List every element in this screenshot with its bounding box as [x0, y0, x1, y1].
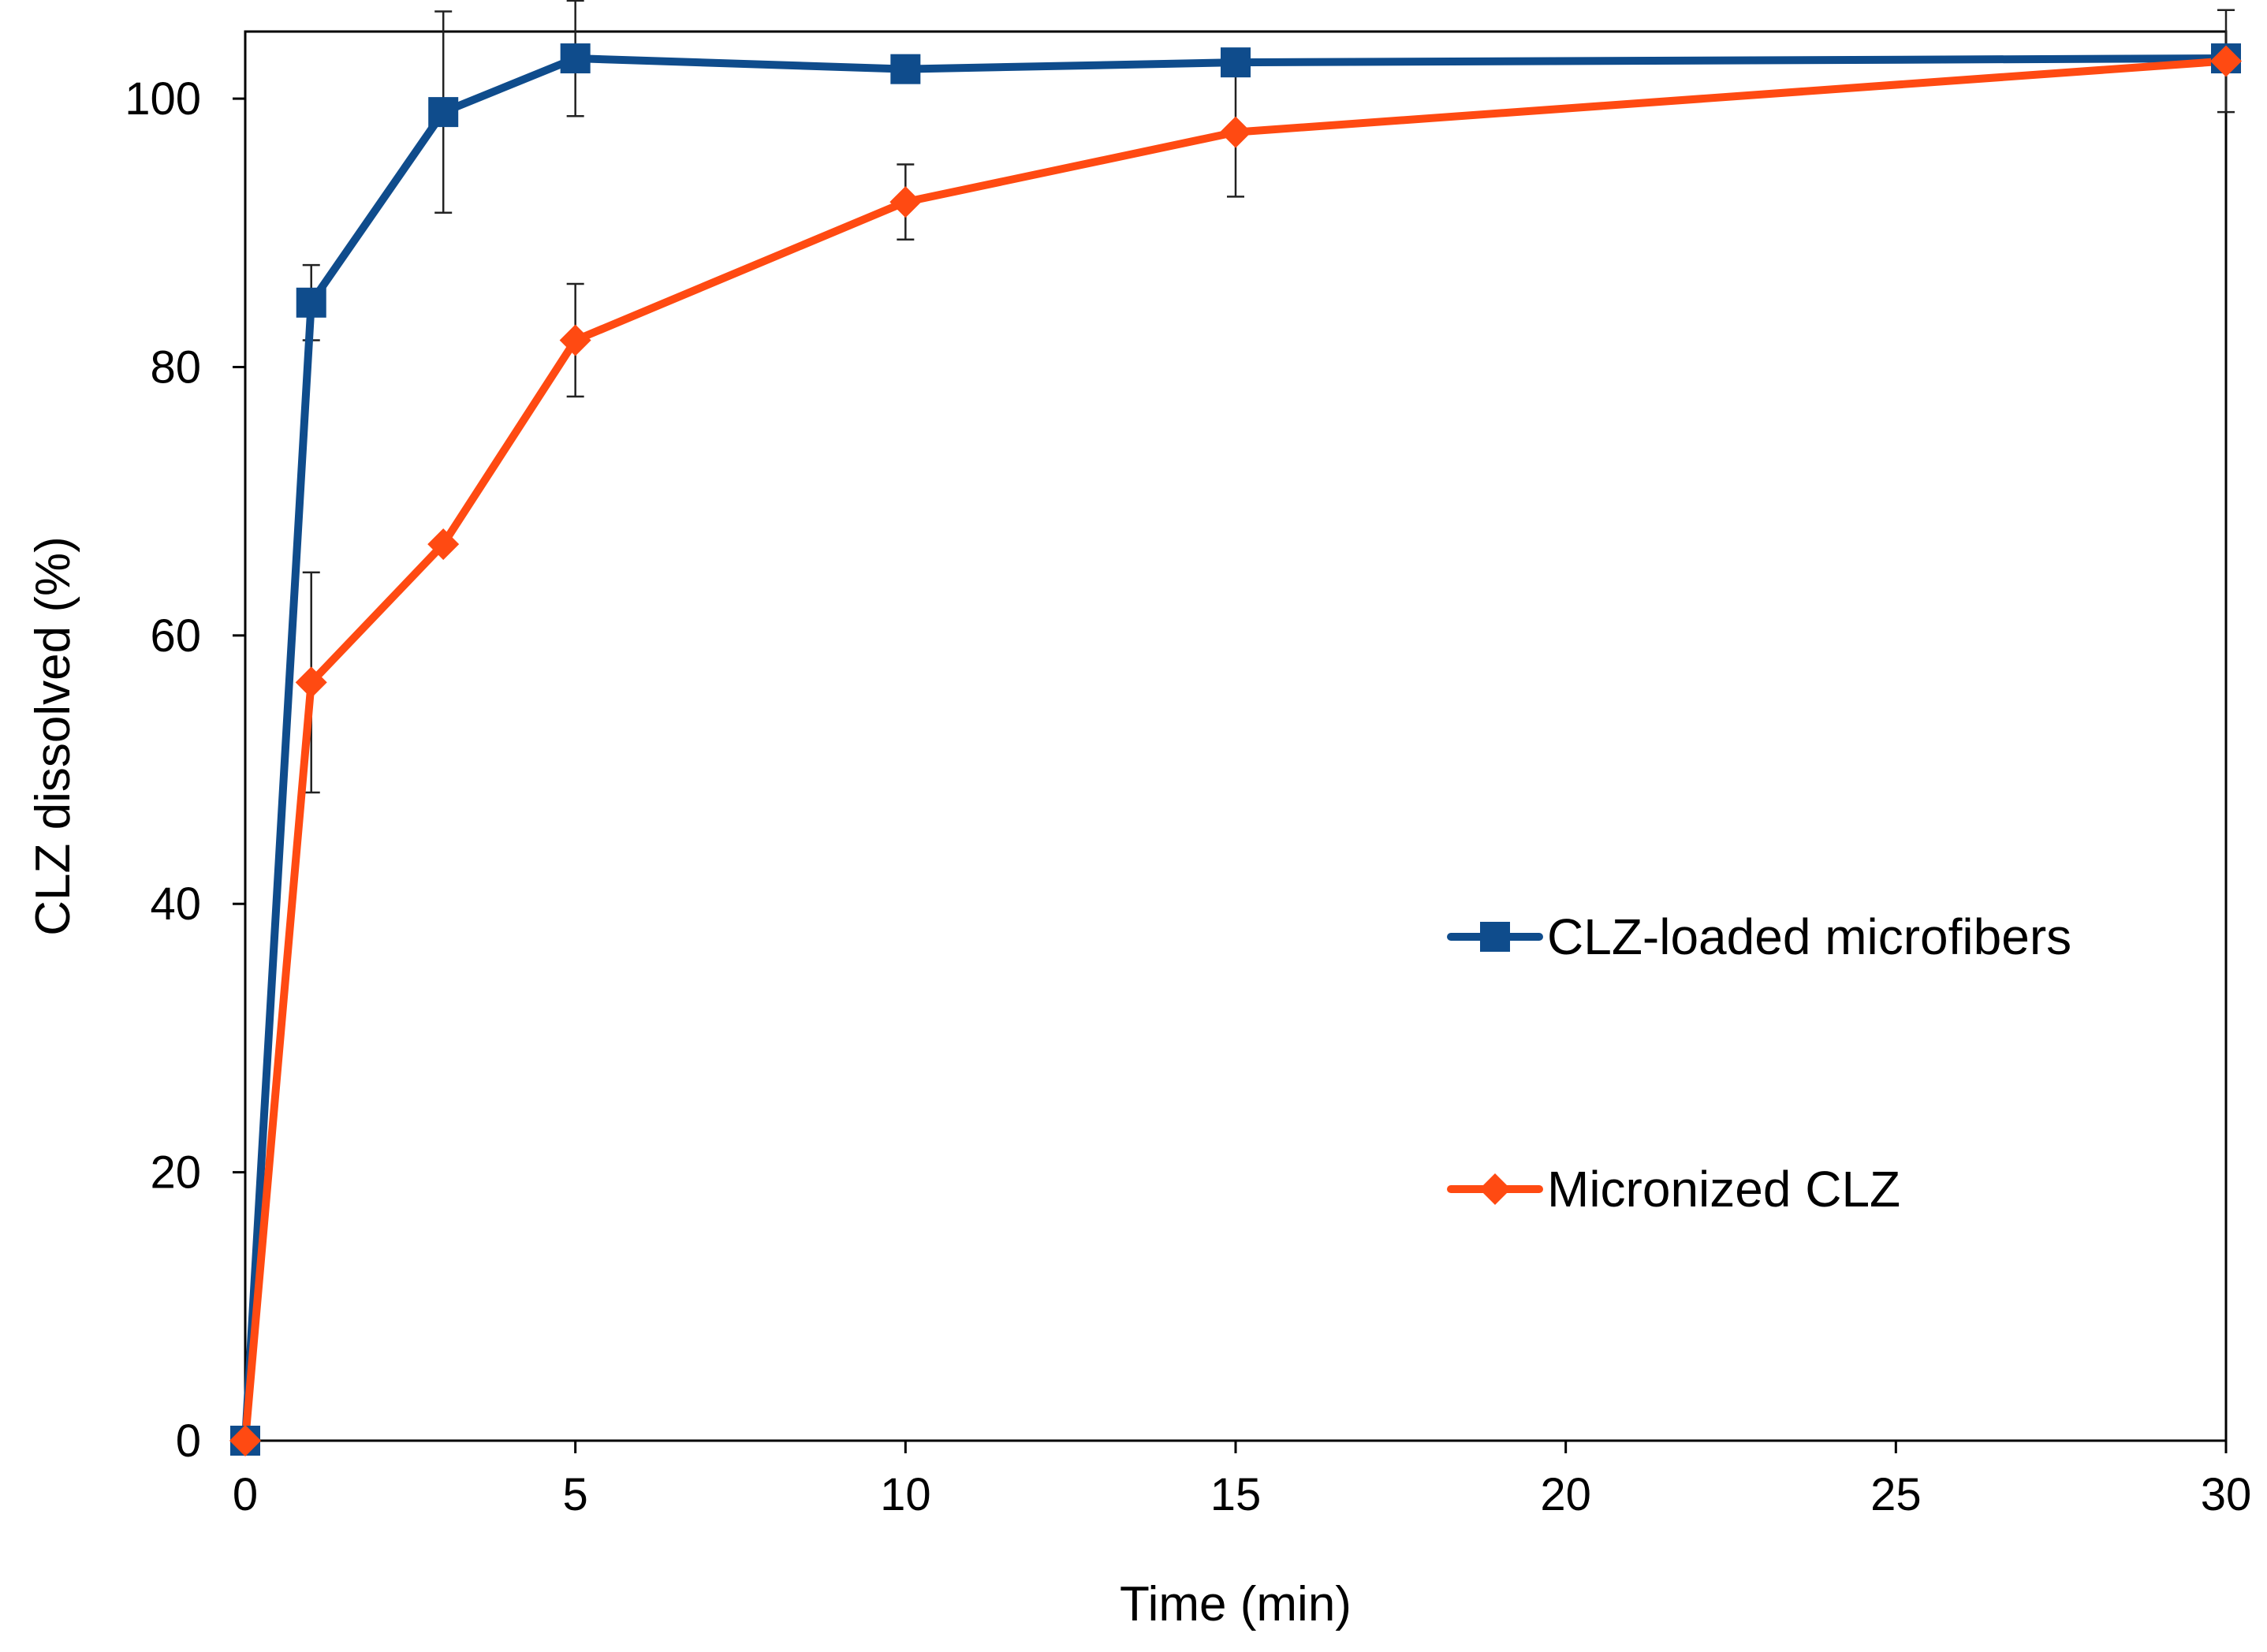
- y-tick-label: 80: [150, 341, 201, 393]
- x-tick-label: 0: [233, 1469, 258, 1520]
- x-tick-label: 30: [2201, 1469, 2252, 1520]
- plot-area: [244, 30, 2228, 1442]
- y-tick-label: 20: [150, 1147, 201, 1199]
- data-point-micronized-clz: [427, 528, 460, 561]
- legend: CLZ-loaded microfibers Micronized CLZ: [1447, 908, 2071, 1218]
- error-bars: [302, 0, 2235, 794]
- x-tick-label: 15: [1210, 1469, 1262, 1520]
- series-lines: [241, 54, 2230, 1445]
- plot-frame: [244, 30, 2228, 1442]
- legend-marker-micronized-clz: [1479, 1173, 1511, 1205]
- data-point-micronized-clz: [1220, 116, 1251, 148]
- data-point-clz-loaded-microfibers: [890, 54, 921, 84]
- x-axis: 0 5 10 15 20 25 30: [233, 1441, 2251, 1520]
- data-point-micronized-clz: [559, 324, 591, 356]
- legend-label-micronized-clz: Micronized CLZ: [1547, 1161, 1900, 1218]
- data-point-clz-loaded-microfibers: [428, 97, 459, 128]
- series-line-micronized-clz: [241, 57, 2230, 1445]
- series-line-clz-loaded-microfibers: [241, 54, 2230, 1445]
- legend-label-clz-loaded-microfibers: CLZ-loaded microfibers: [1547, 908, 2071, 965]
- x-tick-label: 10: [880, 1469, 931, 1520]
- data-point-micronized-clz: [889, 186, 922, 218]
- legend-marker-clz-loaded-microfibers: [1480, 922, 1510, 952]
- data-point-micronized-clz: [229, 1425, 261, 1456]
- y-tick-label: 0: [176, 1415, 201, 1467]
- y-tick-label: 100: [125, 73, 201, 125]
- data-point-micronized-clz: [295, 666, 327, 699]
- data-point-micronized-clz: [2210, 45, 2242, 77]
- y-tick-label: 40: [150, 878, 201, 930]
- data-point-clz-loaded-microfibers: [1221, 47, 1251, 78]
- x-tick-label: 20: [1540, 1469, 1591, 1520]
- y-axis-title: CLZ dissolved (%): [26, 536, 80, 935]
- y-axis: 0 20 40 60 80 100: [125, 73, 245, 1467]
- x-tick-label: 25: [1870, 1469, 1922, 1520]
- y-tick-label: 60: [150, 610, 201, 662]
- x-axis-title: Time (min): [1120, 1577, 1352, 1631]
- series-markers: [229, 43, 2242, 1456]
- data-point-clz-loaded-microfibers: [560, 43, 591, 74]
- data-point-clz-loaded-microfibers: [296, 287, 326, 318]
- x-tick-label: 5: [563, 1469, 588, 1520]
